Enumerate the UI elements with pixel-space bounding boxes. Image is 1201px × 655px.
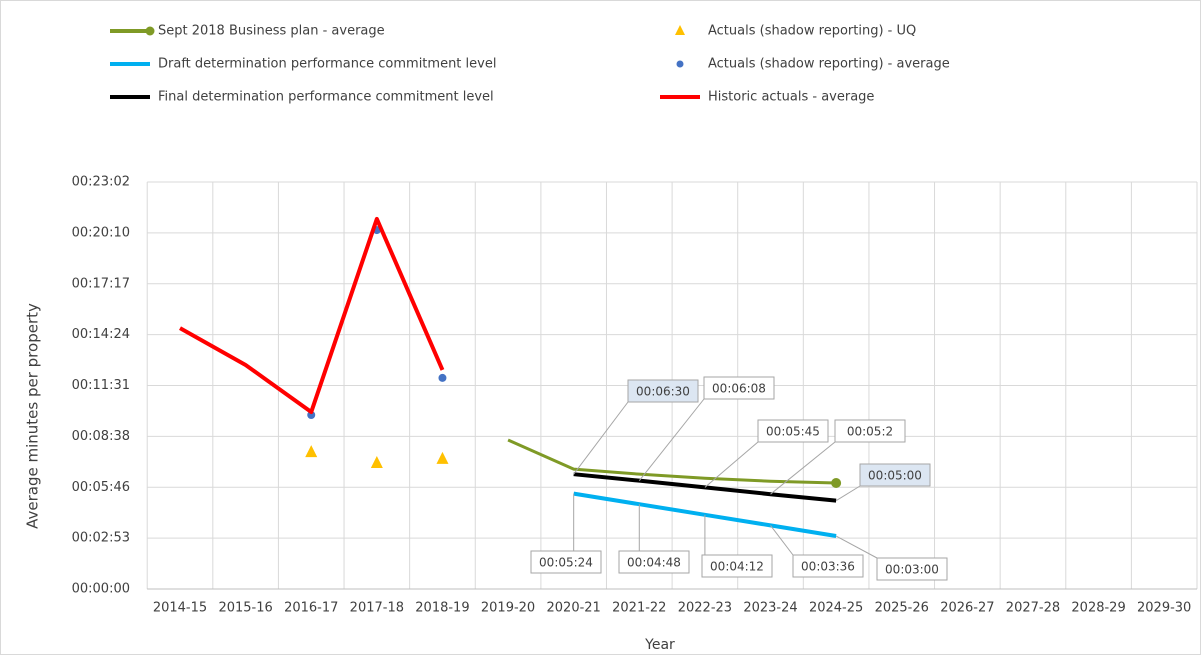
y-tick-label: 00:14:24	[72, 327, 130, 342]
leader-line	[573, 401, 629, 475]
legend-label: Sept 2018 Business plan - average	[158, 24, 385, 39]
x-tick-label: 2018-19	[415, 601, 469, 616]
x-tick-label: 2022-23	[678, 601, 732, 616]
y-tick-label: 00:11:31	[72, 378, 130, 393]
x-tick-label: 2015-16	[218, 601, 272, 616]
data-label-box	[876, 557, 948, 581]
data-label: 00:04:48	[627, 556, 681, 570]
y-axis-title: Average minutes per property	[24, 303, 42, 529]
data-label-box	[627, 379, 699, 403]
leader-line	[770, 525, 794, 556]
x-tick-label: 2020-21	[547, 601, 601, 616]
x-tick-label: 2014-15	[153, 601, 207, 616]
x-tick-label: 2028-29	[1071, 601, 1125, 616]
legend-marker	[145, 26, 155, 36]
legend-marker	[675, 25, 685, 35]
legend-label: Actuals (shadow reporting) - average	[708, 57, 950, 72]
data-label: 00:05:45	[766, 425, 820, 439]
leader-line	[704, 441, 759, 488]
point-marker	[370, 455, 383, 468]
data-label: 00:04:12	[710, 560, 764, 574]
data-label: 00:06:08	[712, 382, 766, 396]
series-line	[179, 216, 445, 415]
legend-label: Actuals (shadow reporting) - UQ	[708, 24, 916, 39]
series-line	[573, 472, 837, 503]
y-tick-label: 00:20:10	[72, 225, 130, 240]
legend-marker	[676, 60, 684, 68]
series-line	[507, 438, 837, 485]
x-tick-label: 2019-20	[481, 601, 535, 616]
y-tick-label: 00:05:46	[72, 480, 130, 495]
x-tick-label: 2025-26	[875, 601, 929, 616]
x-tick-label: 2024-25	[809, 601, 863, 616]
point-marker	[436, 451, 449, 464]
data-label-box	[618, 550, 690, 574]
legend-label: Draft determination performance commitme…	[158, 57, 496, 72]
x-axis-title: Year	[644, 637, 675, 653]
data-label: 00:06:30	[636, 385, 690, 399]
y-tick-label: 00:02:53	[72, 531, 130, 546]
data-label-box	[530, 550, 602, 574]
point-marker	[438, 373, 447, 382]
legend-label: Historic actuals - average	[708, 90, 874, 105]
x-tick-label: 2029-30	[1137, 601, 1191, 616]
x-tick-label: 2016-17	[284, 601, 338, 616]
legend-label: Final determination performance commitme…	[158, 90, 494, 105]
data-label-box	[757, 419, 829, 443]
leader-line	[770, 441, 836, 495]
y-tick-label: 00:08:38	[72, 429, 130, 444]
data-label: 00:05:24	[539, 556, 593, 570]
data-label-box	[859, 463, 931, 487]
data-label-box	[792, 554, 864, 578]
series-line	[573, 491, 837, 538]
x-tick-label: 2026-27	[940, 601, 994, 616]
x-tick-label: 2027-28	[1006, 601, 1060, 616]
data-label-box	[701, 554, 773, 578]
data-label: 00:03:00	[885, 563, 939, 577]
end-marker	[831, 478, 842, 489]
y-tick-label: 00:23:02	[72, 175, 130, 190]
data-label: 00:05:2	[847, 425, 893, 439]
x-tick-label: 2023-24	[743, 601, 797, 616]
point-marker	[305, 445, 318, 458]
data-label-box	[703, 376, 775, 400]
y-tick-label: 00:00:00	[72, 582, 130, 597]
data-label: 00:05:00	[868, 469, 922, 483]
x-tick-label: 2017-18	[350, 601, 404, 616]
x-tick-label: 2021-22	[612, 601, 666, 616]
leader-line	[835, 535, 878, 559]
data-label: 00:03:36	[801, 560, 855, 574]
y-tick-label: 00:17:17	[72, 276, 130, 291]
data-label-box	[834, 419, 906, 443]
leader-line	[638, 398, 705, 481]
leader-line	[835, 485, 861, 502]
